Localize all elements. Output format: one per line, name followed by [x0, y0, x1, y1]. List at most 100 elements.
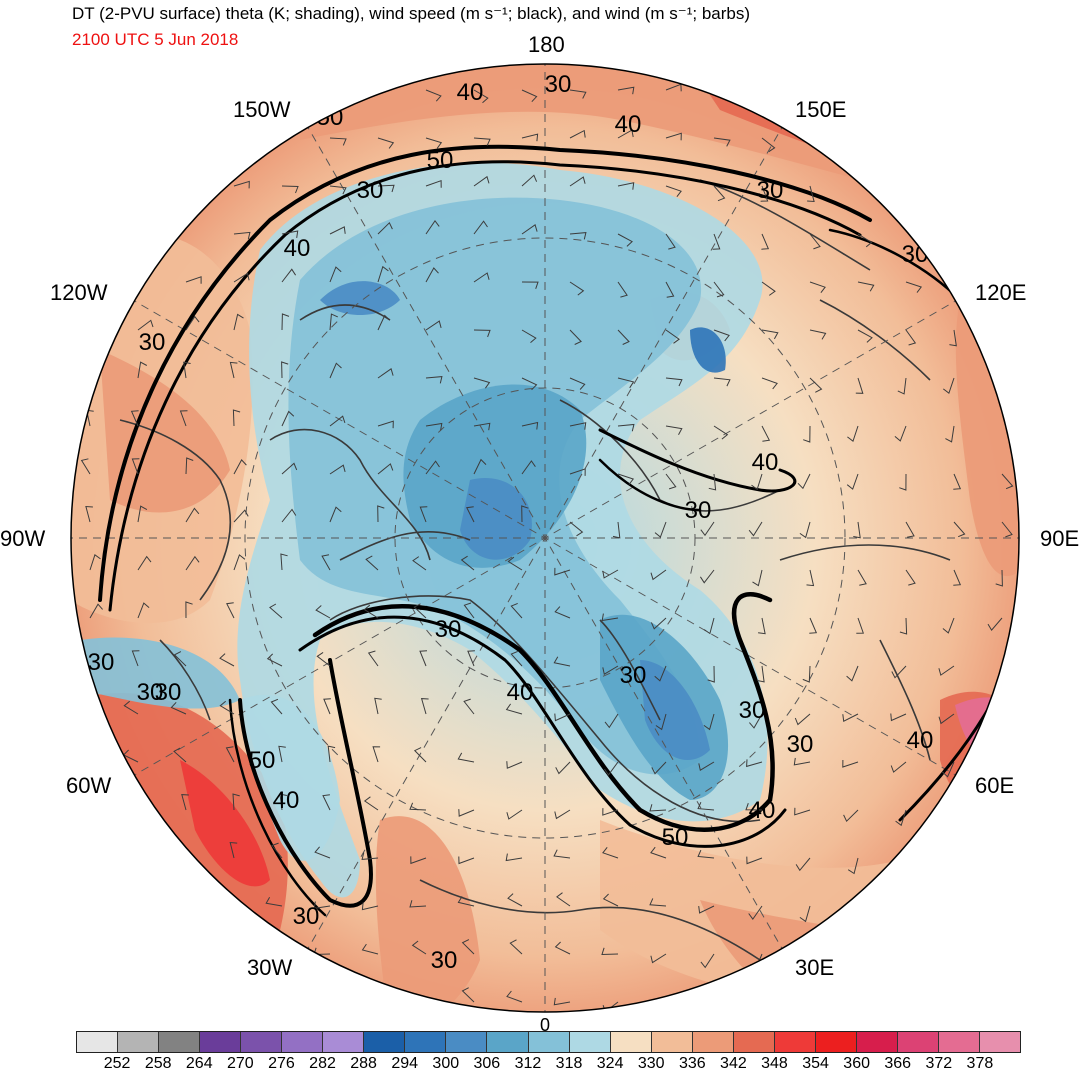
wind-barb-157: [233, 554, 246, 571]
contour-label-12: 30: [435, 616, 462, 643]
colorbar-swatch-14: [651, 1032, 693, 1052]
colorbar-swatch-18: [815, 1032, 857, 1052]
wind-barb-188: [758, 617, 766, 635]
contour-label-13: 40: [507, 679, 534, 706]
colorbar-tick-264: 264: [185, 1055, 213, 1072]
wind-barb-295: [554, 941, 571, 955]
wind-barb-122: [473, 458, 487, 475]
warm-region-7: [955, 300, 1019, 576]
wind-barb-94: [942, 377, 955, 395]
wind-speed-contour-8: [598, 458, 702, 512]
colorbar-swatch-6: [323, 1032, 365, 1052]
warm-region-3: [180, 760, 270, 887]
wind-barb-120: [377, 463, 394, 475]
warm-region-5: [300, 64, 900, 190]
wind-barb-2: [521, 89, 538, 103]
wind-barb-205: [654, 665, 667, 682]
wind-speed-contour-1: [108, 160, 862, 612]
colorbar-swatch-7: [364, 1032, 406, 1052]
wind-barb-53: [665, 281, 675, 298]
wind-barb-64: [377, 314, 391, 331]
wind-barb-281: [409, 900, 427, 908]
wind-barb-32: [377, 221, 393, 235]
wind-barb-132: [953, 473, 962, 490]
wind-barb-176: [185, 601, 193, 619]
wind-barb-206: [707, 665, 715, 683]
parallel-circle-300: [244, 237, 846, 839]
cool-region-8: [80, 637, 240, 709]
wind-barb-11: [569, 129, 586, 139]
wind-barb-92: [855, 377, 864, 394]
colorbar-tick-270: 270: [226, 1055, 254, 1072]
wind-barb-133: [1001, 473, 1014, 490]
parallel-circle-150: [394, 387, 696, 689]
wind-barb-61: [233, 313, 244, 331]
coastline-12: [159, 639, 211, 721]
wind-barb-264: [229, 841, 238, 859]
contour-label-25: 40: [907, 727, 934, 754]
wind-barb-169: [806, 569, 815, 587]
coastline-0: [329, 595, 761, 823]
wind-barb-275: [746, 856, 763, 865]
wind-barb-128: [751, 473, 763, 491]
colorbar-tick-366: 366: [884, 1055, 912, 1072]
wind-barb-246: [890, 761, 907, 773]
wind-barb-198: [316, 651, 331, 667]
wind-barb-301: [506, 990, 523, 1003]
coastline-8: [119, 419, 232, 601]
wind-barb-259: [697, 801, 715, 811]
wind-barb-278: [265, 896, 283, 907]
colorbar-swatch-5: [282, 1032, 324, 1052]
contour-label-24: 30: [431, 947, 458, 974]
wind-barb-38: [665, 233, 676, 250]
wind-barb-106: [617, 423, 635, 432]
lon-label-180: 180: [528, 32, 565, 57]
wind-barb-68: [569, 329, 582, 345]
wind-barb-82: [377, 367, 394, 379]
wind-barb-289: [799, 905, 811, 923]
colorbar-swatch-22: [980, 1032, 1021, 1052]
cool-region-3: [460, 478, 532, 560]
colorbar-tick-294: 294: [391, 1055, 419, 1072]
wind-barb-228: [890, 713, 907, 722]
colorbar-tick-300: 300: [432, 1055, 460, 1072]
wind-barb-33: [425, 219, 440, 235]
wind-speed-contour-5: [228, 698, 327, 917]
wind-barb-192: [942, 617, 955, 634]
wind-barb-30: [281, 230, 299, 238]
contour-label-10: 40: [752, 449, 779, 476]
wind-barb-42: [857, 233, 873, 248]
wind-speed-contour-3: [298, 615, 787, 848]
wind-barb-74: [857, 329, 873, 343]
wind-barb-54: [713, 281, 725, 298]
wind-barb-182: [463, 602, 475, 619]
wind-barb-14: [713, 137, 731, 147]
wind-barb-251: [322, 794, 331, 811]
cool-theta-regions: [80, 162, 768, 898]
wind-barb-113: [945, 425, 955, 443]
wind-barb-168: [752, 569, 763, 587]
wind-barb-279: [313, 901, 331, 909]
wind-barb-52: [617, 281, 628, 298]
wind-barb-250: [279, 793, 287, 811]
wind-barb-48: [425, 267, 439, 283]
wind-barb-73: [809, 329, 827, 340]
wind-barb-292: [411, 940, 427, 955]
wind-barb-284: [556, 892, 571, 907]
wind-barb-147: [700, 521, 715, 537]
wind-barb-165: [602, 569, 619, 579]
colorbar-tick-282: 282: [309, 1055, 336, 1072]
contour-label-14: 30: [620, 662, 647, 689]
colorbar-ticks: 252 258 264 270 276 282 288 294 300 306 312 318 324 3…: [76, 1055, 1021, 1075]
wind-barb-261: [794, 807, 811, 816]
lon-label-60e: 60E: [975, 773, 1015, 798]
colorbar-swatch-1: [118, 1032, 160, 1052]
wind-barb-193: [987, 617, 1003, 631]
wind-barb-170: [857, 569, 867, 586]
contour-label-22: 30: [88, 649, 115, 676]
wind-barb-172: [953, 569, 962, 586]
coastline-1: [339, 531, 471, 561]
colorbar-swatch-19: [856, 1032, 898, 1052]
